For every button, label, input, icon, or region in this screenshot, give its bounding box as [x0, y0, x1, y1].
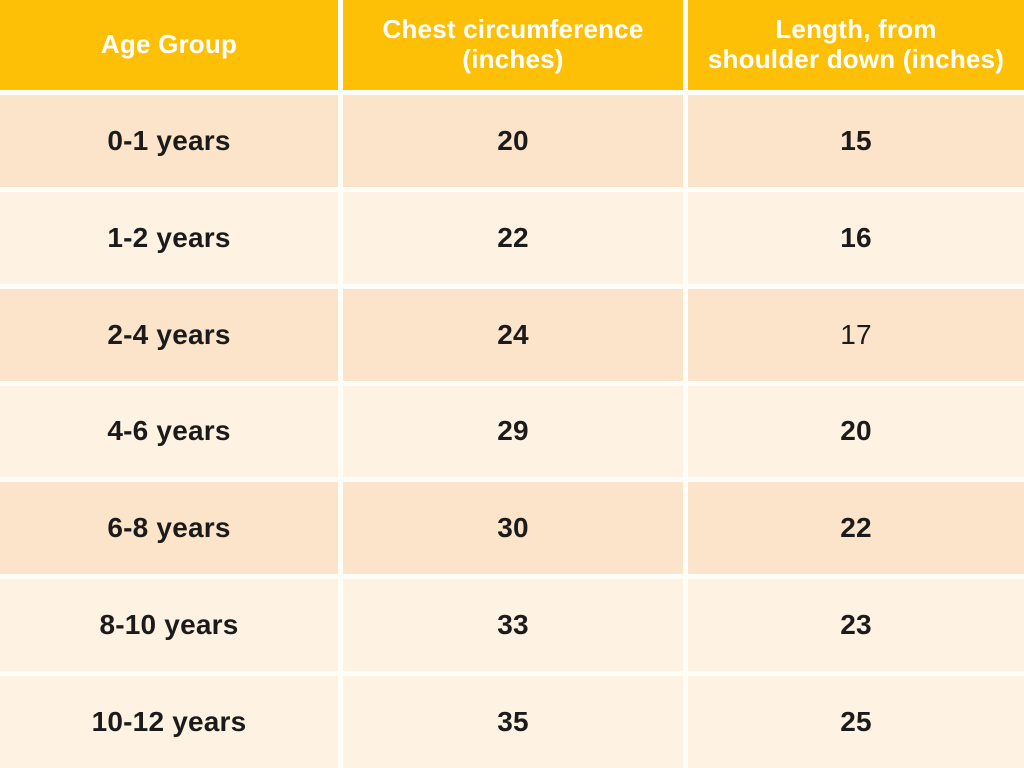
- cell-chest: 22: [343, 191, 683, 284]
- column-header-age-group: Age Group: [0, 0, 338, 90]
- cell-age-group: 1-2 years: [0, 191, 338, 284]
- column-header-chest-circumference: Chest circumference (inches): [343, 0, 683, 90]
- cell-length: 25: [688, 676, 1024, 768]
- column-header-length: Length, from shoulder down (inches): [688, 0, 1024, 90]
- cell-chest: 24: [343, 288, 683, 381]
- cell-age-group: 4-6 years: [0, 385, 338, 478]
- cell-length: 16: [688, 191, 1024, 284]
- cell-age-group: 0-1 years: [0, 95, 338, 187]
- cell-chest: 33: [343, 579, 683, 672]
- cell-length: 23: [688, 579, 1024, 672]
- cell-length: 20: [688, 385, 1024, 478]
- cell-age-group: 10-12 years: [0, 676, 338, 768]
- cell-length: 15: [688, 95, 1024, 187]
- cell-age-group: 2-4 years: [0, 288, 338, 381]
- column-header-label: Chest circumference (inches): [382, 14, 644, 74]
- column-header-label: Age Group: [100, 29, 238, 60]
- cell-length: 17: [688, 288, 1024, 381]
- cell-chest: 35: [343, 676, 683, 768]
- cell-length: 22: [688, 482, 1024, 575]
- cell-chest: 30: [343, 482, 683, 575]
- cell-age-group: 8-10 years: [0, 579, 338, 672]
- cell-age-group: 6-8 years: [0, 482, 338, 575]
- cell-chest: 20: [343, 95, 683, 187]
- column-header-label: Length, from shoulder down (inches): [707, 14, 1005, 74]
- cell-chest: 29: [343, 385, 683, 478]
